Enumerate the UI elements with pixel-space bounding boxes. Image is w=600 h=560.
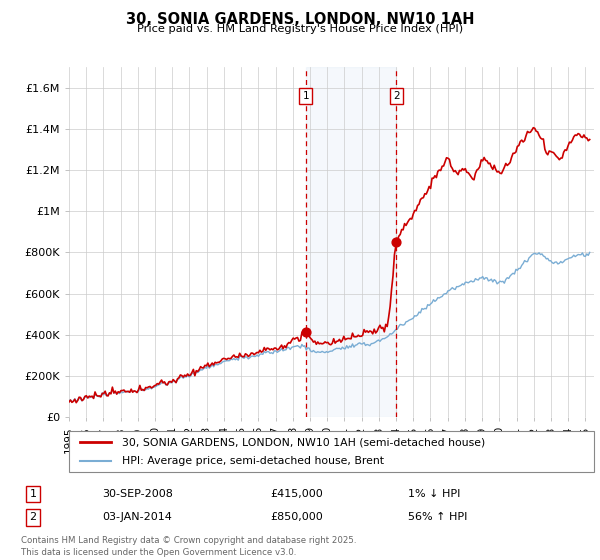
Text: £850,000: £850,000 <box>270 512 323 522</box>
Text: 1: 1 <box>29 489 37 499</box>
FancyBboxPatch shape <box>69 431 594 472</box>
Text: 2: 2 <box>29 512 37 522</box>
Text: 30-SEP-2008: 30-SEP-2008 <box>102 489 173 499</box>
Point <box>301 327 310 336</box>
Text: 03-JAN-2014: 03-JAN-2014 <box>102 512 172 522</box>
Text: Price paid vs. HM Land Registry's House Price Index (HPI): Price paid vs. HM Land Registry's House … <box>137 24 463 34</box>
Text: 30, SONIA GARDENS, LONDON, NW10 1AH: 30, SONIA GARDENS, LONDON, NW10 1AH <box>126 12 474 27</box>
Text: HPI: Average price, semi-detached house, Brent: HPI: Average price, semi-detached house,… <box>121 456 383 466</box>
Text: 1: 1 <box>302 91 309 101</box>
Text: 56% ↑ HPI: 56% ↑ HPI <box>408 512 467 522</box>
Text: 1% ↓ HPI: 1% ↓ HPI <box>408 489 460 499</box>
Point <box>392 238 401 247</box>
Text: 30, SONIA GARDENS, LONDON, NW10 1AH (semi-detached house): 30, SONIA GARDENS, LONDON, NW10 1AH (sem… <box>121 437 485 447</box>
Text: Contains HM Land Registry data © Crown copyright and database right 2025.
This d: Contains HM Land Registry data © Crown c… <box>21 536 356 557</box>
Text: 2: 2 <box>393 91 400 101</box>
Bar <box>305 67 397 417</box>
Text: £415,000: £415,000 <box>270 489 323 499</box>
